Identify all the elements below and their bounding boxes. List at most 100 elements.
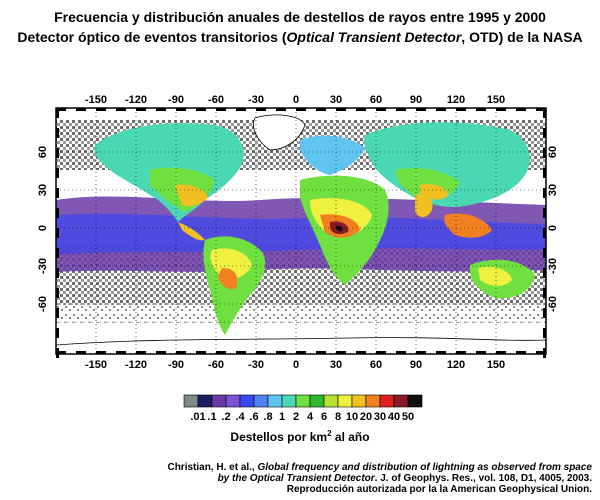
frame-tick <box>136 351 146 354</box>
title-line-2-italic: Optical Transient Detector <box>286 29 462 45</box>
frame-tick <box>236 108 246 111</box>
frame-tick <box>56 108 59 118</box>
frame-tick <box>476 351 486 354</box>
legend-caption-sup: 2 <box>327 429 332 438</box>
frame-tick <box>356 108 366 111</box>
latitude-tick-left: 60 <box>37 146 49 158</box>
legend-label: 8 <box>335 411 341 423</box>
frame-tick <box>476 108 486 111</box>
legend-label: 50 <box>402 411 414 423</box>
frame-tick <box>356 351 366 354</box>
legend-swatch <box>309 394 325 408</box>
legend-label: .6 <box>249 411 258 423</box>
legend-label: .4 <box>235 411 245 423</box>
frame-tick <box>336 351 346 354</box>
frame-tick <box>96 108 106 111</box>
latitude-tick-right: 0 <box>547 225 559 231</box>
color-legend <box>183 394 423 408</box>
longitude-tick-bottom: 30 <box>330 359 342 371</box>
frame-tick <box>396 351 406 354</box>
longitude-tick-top: 0 <box>293 94 299 106</box>
longitude-tick-top: -30 <box>248 94 264 106</box>
frame-tick <box>56 188 59 198</box>
longitude-tick-top: -120 <box>125 94 147 106</box>
longitude-tick-top: 30 <box>330 94 342 106</box>
frame-tick <box>516 351 526 354</box>
latitude-tick-right: 60 <box>547 146 559 158</box>
frame-tick <box>296 351 306 354</box>
frame-tick <box>56 268 59 278</box>
longitude-tick-top: 90 <box>410 94 422 106</box>
frame-tick <box>176 108 186 111</box>
top-longitude-ticks: -150 -120 -90 -60 -30 0 30 60 90 120 150 <box>85 94 505 106</box>
frame-tick <box>543 288 546 298</box>
title-line-2-pre: Detector óptico de eventos transitorios … <box>17 29 287 45</box>
frame-tick <box>56 108 66 111</box>
legend-swatch <box>183 394 199 408</box>
frame-tick <box>56 208 59 218</box>
legend-swatch <box>365 394 381 408</box>
latitude-tick-left: 0 <box>37 225 49 231</box>
frame-tick <box>543 248 546 258</box>
legend-caption: Destellos por km2 al año <box>0 429 600 444</box>
frame-tick <box>543 168 546 178</box>
legend-label: 6 <box>321 411 327 423</box>
legend-swatch <box>323 394 339 408</box>
legend-swatch <box>379 394 395 408</box>
frame-tick <box>56 228 59 238</box>
legend-label: 2 <box>293 411 299 423</box>
frame-tick <box>196 108 206 111</box>
frame-tick <box>116 351 126 354</box>
latitude-tick-right: 30 <box>547 184 559 196</box>
legend-swatch <box>197 394 213 408</box>
legend-label: 40 <box>388 411 400 423</box>
frame-tick <box>56 328 59 338</box>
frame-tick <box>156 351 166 354</box>
longitude-tick-bottom: 0 <box>293 359 299 371</box>
legend-swatch <box>295 394 311 408</box>
frame-tick <box>256 351 266 354</box>
latitude-tick-left: -60 <box>37 296 49 312</box>
longitude-tick-bottom: -60 <box>208 359 224 371</box>
latitude-tick-left: 30 <box>37 184 49 196</box>
frame-tick <box>543 188 546 198</box>
frame-tick <box>436 351 446 354</box>
legend-label: 20 <box>360 411 372 423</box>
frame-tick <box>256 108 266 111</box>
southern-ocean-speckle <box>56 305 546 323</box>
frame-tick <box>416 351 426 354</box>
longitude-tick-top: -90 <box>168 94 184 106</box>
frame-tick <box>376 351 386 354</box>
longitude-tick-top: 60 <box>370 94 382 106</box>
legend-label: .01 <box>190 411 205 423</box>
frame-tick <box>543 128 546 138</box>
legend-label: .1 <box>207 411 216 423</box>
frame-tick <box>196 351 206 354</box>
frame-tick <box>56 288 59 298</box>
map-body <box>56 108 546 354</box>
frame-tick <box>216 108 226 111</box>
citation-line-1: Christian, H. et al., Global frequency a… <box>167 462 592 473</box>
frame-tick <box>56 168 59 178</box>
citation-line-3: Reproducción autorizada por la la Americ… <box>286 484 592 495</box>
latitude-tick-left: -30 <box>37 258 49 274</box>
legend-label: .8 <box>263 411 272 423</box>
longitude-tick-top: -150 <box>85 94 107 106</box>
frame-tick <box>416 108 426 111</box>
legend-label: .2 <box>221 411 230 423</box>
longitude-tick-top: -60 <box>208 94 224 106</box>
frame-tick <box>543 208 546 218</box>
frame-tick <box>543 308 546 318</box>
longitude-tick-top: 150 <box>487 94 505 106</box>
longitude-tick-bottom: -30 <box>248 359 264 371</box>
frame-tick <box>496 351 506 354</box>
bottom-longitude-ticks: -150 -120 -90 -60 -30 0 30 60 90 120 150 <box>85 359 505 371</box>
frame-tick <box>543 148 546 158</box>
frame-tick <box>136 108 146 111</box>
title-line-2: Detector óptico de eventos transitorios … <box>0 28 600 46</box>
legend-swatch <box>351 394 367 408</box>
frame-ticks <box>56 108 546 358</box>
frame-tick <box>543 328 546 338</box>
latitude-tick-right: -30 <box>547 258 559 274</box>
